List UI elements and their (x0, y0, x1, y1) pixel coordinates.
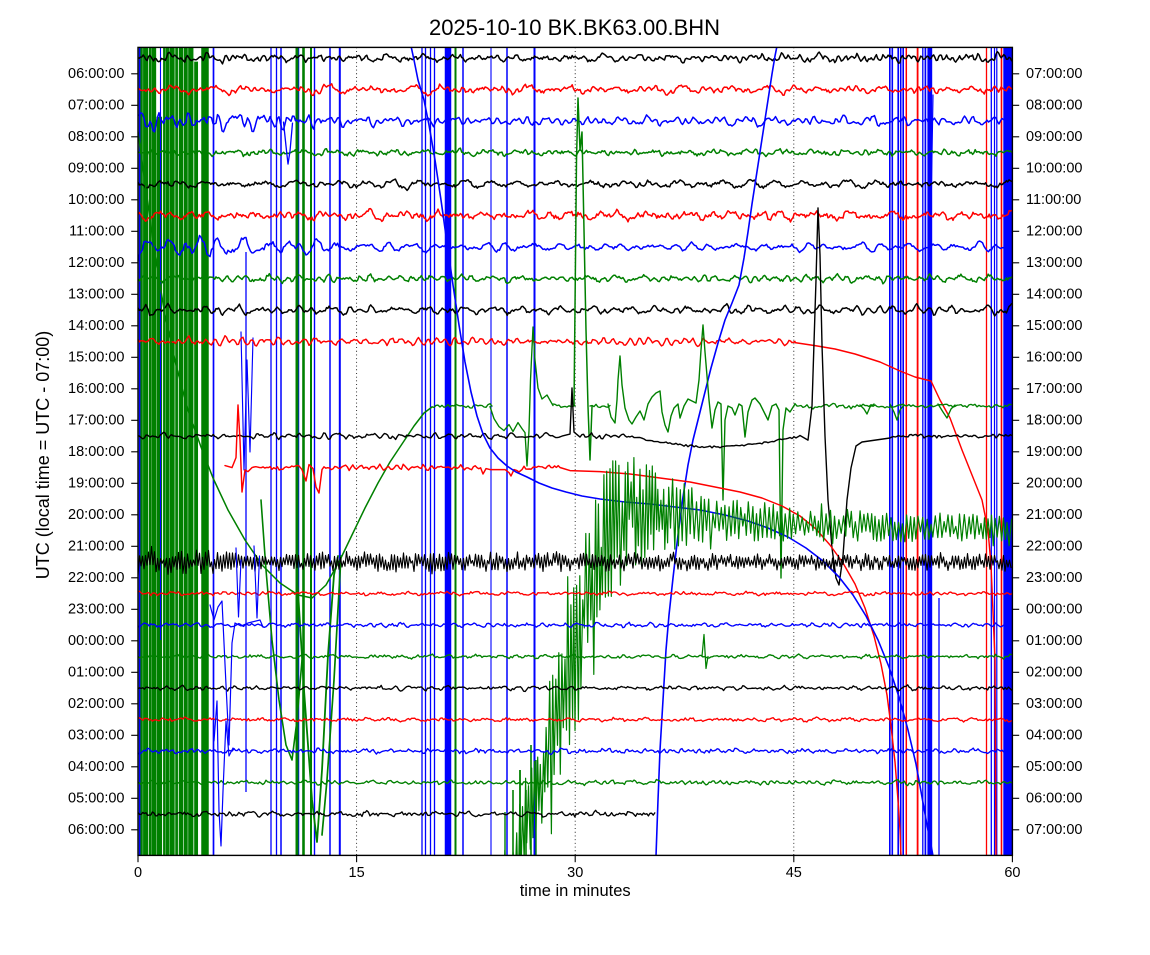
svg-text:30: 30 (567, 865, 583, 881)
svg-text:12:00:00: 12:00:00 (68, 255, 124, 271)
svg-text:06:00:00: 06:00:00 (1026, 790, 1082, 806)
svg-text:UTC (local time = UTC - 07:00): UTC (local time = UTC - 07:00) (33, 331, 53, 580)
svg-text:time in minutes: time in minutes (520, 882, 631, 900)
svg-text:12:00:00: 12:00:00 (1026, 223, 1082, 239)
svg-text:15: 15 (349, 865, 365, 881)
svg-text:02:00:00: 02:00:00 (68, 696, 124, 712)
svg-text:14:00:00: 14:00:00 (68, 318, 124, 334)
svg-text:04:00:00: 04:00:00 (1026, 727, 1082, 743)
svg-text:02:00:00: 02:00:00 (1026, 664, 1082, 680)
svg-text:22:00:00: 22:00:00 (1026, 538, 1082, 554)
svg-text:00:00:00: 00:00:00 (68, 633, 124, 649)
svg-text:19:00:00: 19:00:00 (1026, 444, 1082, 460)
svg-text:14:00:00: 14:00:00 (1026, 286, 1082, 302)
svg-text:07:00:00: 07:00:00 (68, 97, 124, 113)
svg-text:18:00:00: 18:00:00 (68, 444, 124, 460)
svg-text:11:00:00: 11:00:00 (69, 223, 124, 239)
svg-text:15:00:00: 15:00:00 (68, 349, 124, 365)
svg-text:07:00:00: 07:00:00 (1026, 66, 1082, 82)
svg-text:06:00:00: 06:00:00 (68, 66, 124, 82)
svg-text:04:00:00: 04:00:00 (68, 759, 124, 775)
svg-text:13:00:00: 13:00:00 (68, 286, 124, 302)
svg-text:03:00:00: 03:00:00 (68, 727, 124, 743)
svg-text:09:00:00: 09:00:00 (1026, 129, 1082, 145)
svg-text:19:00:00: 19:00:00 (68, 475, 124, 491)
svg-text:05:00:00: 05:00:00 (68, 790, 124, 806)
svg-text:07:00:00: 07:00:00 (1026, 822, 1082, 838)
svg-text:06:00:00: 06:00:00 (68, 822, 124, 838)
svg-text:17:00:00: 17:00:00 (68, 412, 124, 428)
svg-text:15:00:00: 15:00:00 (1026, 318, 1082, 334)
svg-text:10:00:00: 10:00:00 (1026, 160, 1082, 176)
svg-text:20:00:00: 20:00:00 (1026, 475, 1082, 491)
svg-text:11:00:00: 11:00:00 (1026, 192, 1081, 208)
svg-text:08:00:00: 08:00:00 (1026, 97, 1082, 113)
svg-text:60: 60 (1004, 865, 1020, 881)
svg-text:17:00:00: 17:00:00 (1026, 381, 1082, 397)
svg-text:01:00:00: 01:00:00 (68, 664, 124, 680)
svg-text:09:00:00: 09:00:00 (68, 160, 124, 176)
svg-text:00:00:00: 00:00:00 (1026, 601, 1082, 617)
svg-text:05:00:00: 05:00:00 (1026, 759, 1082, 775)
svg-text:01:00:00: 01:00:00 (1026, 633, 1082, 649)
svg-text:21:00:00: 21:00:00 (68, 538, 124, 554)
svg-text:20:00:00: 20:00:00 (68, 507, 124, 523)
svg-text:03:00:00: 03:00:00 (1026, 696, 1082, 712)
svg-text:16:00:00: 16:00:00 (1026, 349, 1082, 365)
svg-text:45: 45 (786, 865, 802, 881)
svg-text:0: 0 (134, 865, 142, 881)
svg-text:08:00:00: 08:00:00 (68, 129, 124, 145)
svg-text:10:00:00: 10:00:00 (68, 192, 124, 208)
svg-text:2025-10-10 BK.BK63.00.BHN: 2025-10-10 BK.BK63.00.BHN (429, 15, 720, 40)
svg-text:13:00:00: 13:00:00 (1026, 255, 1082, 271)
svg-text:23:00:00: 23:00:00 (68, 601, 124, 617)
svg-text:16:00:00: 16:00:00 (68, 381, 124, 397)
svg-text:22:00:00: 22:00:00 (68, 570, 124, 586)
svg-text:23:00:00: 23:00:00 (1026, 570, 1082, 586)
svg-text:18:00:00: 18:00:00 (1026, 412, 1082, 428)
svg-text:21:00:00: 21:00:00 (1026, 507, 1082, 523)
